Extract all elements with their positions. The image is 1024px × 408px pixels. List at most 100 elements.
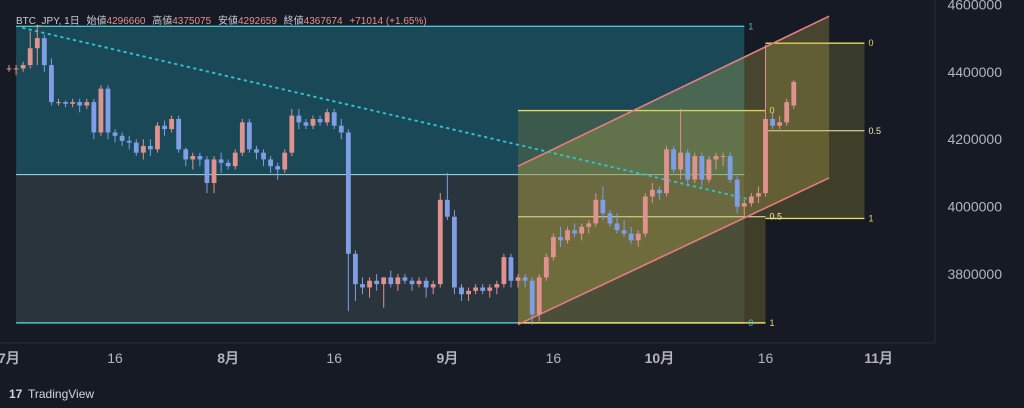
- candle-body: [494, 284, 500, 288]
- channel-upper-line[interactable]: [517, 15, 830, 167]
- candle-body: [27, 48, 33, 66]
- candle-body: [34, 38, 40, 49]
- candle-body: [211, 159, 217, 184]
- legend-close: 4367674: [304, 16, 343, 27]
- candle-body: [91, 102, 97, 133]
- price-axis[interactable]: 4600000 4400000 4200000 4000000 3800000: [947, 0, 1002, 282]
- candle-body: [473, 287, 479, 291]
- candle-body: [466, 290, 471, 295]
- candle-body: [275, 166, 281, 170]
- candle-body: [727, 156, 733, 180]
- candle-body: [84, 102, 90, 106]
- candle-body: [720, 156, 726, 158]
- time-tick-label: 16: [326, 350, 342, 366]
- candle-body: [56, 102, 61, 104]
- candle-body: [261, 152, 266, 160]
- legend-low: 4292659: [238, 16, 277, 27]
- price-tick-label: 4200000: [947, 131, 1002, 147]
- candle-body: [586, 223, 592, 227]
- fib-level-labels: 1 0 0 0.5 1 0 0.5 1: [748, 21, 881, 328]
- candle-body: [713, 156, 719, 160]
- candle-body: [777, 122, 783, 126]
- candle-body: [437, 199, 443, 285]
- candle-body: [678, 152, 684, 170]
- candle-body: [607, 213, 613, 224]
- candle-body: [190, 156, 196, 160]
- candle-body: [374, 280, 380, 285]
- dotted-trend-line[interactable]: [22, 26, 753, 201]
- candle-body: [664, 149, 669, 194]
- time-tick-label: 7月: [0, 350, 20, 366]
- candle-body: [763, 118, 768, 194]
- candle-body: [501, 257, 507, 285]
- fib-level-label: 0: [769, 106, 774, 116]
- candle-body: [98, 88, 104, 133]
- price-tick-label: 4000000: [947, 199, 1002, 215]
- candle-body: [550, 236, 556, 258]
- fib-zone-upper: [518, 110, 766, 217]
- time-axis[interactable]: 7月 16 8月 16 9月 16 10月 16 11月: [0, 350, 893, 366]
- candle-body: [126, 140, 132, 143]
- candle-body: [155, 125, 160, 150]
- candle-body: [642, 196, 648, 234]
- channel-lower-line[interactable]: [517, 177, 830, 326]
- candle-body: [381, 277, 387, 285]
- candle-body: [169, 118, 175, 130]
- candle-body: [119, 135, 125, 141]
- candle-body: [558, 236, 563, 241]
- candle-body: [282, 152, 288, 170]
- legend-line: BTC_JPY, 1日 始値4296660 高値4375075 安値429265…: [16, 14, 427, 27]
- legend-close-label: 終値: [284, 14, 304, 27]
- candle-body: [770, 118, 775, 126]
- candle-body: [791, 81, 797, 106]
- price-tick-label: 3800000: [947, 266, 1002, 282]
- candle-body: [105, 88, 111, 133]
- candle-body: [402, 277, 408, 281]
- candle-body: [756, 193, 761, 197]
- candle-body: [6, 68, 12, 70]
- fib-level-label: 1: [868, 213, 873, 223]
- legend-high: 4375075: [172, 16, 211, 27]
- candle-body: [600, 199, 606, 214]
- candle-body: [133, 142, 139, 153]
- candle-body: [20, 65, 26, 69]
- time-tick-label: 16: [758, 350, 774, 366]
- fib-level-label: 1: [748, 21, 753, 31]
- trend-line[interactable]: [22, 26, 753, 201]
- candle-body: [621, 230, 627, 234]
- candle-body: [529, 280, 535, 315]
- tradingview-logo[interactable]: 17 TradingView: [9, 387, 94, 401]
- price-tick-label: 4400000: [947, 64, 1002, 80]
- candle-body: [734, 179, 740, 207]
- candle-body: [579, 226, 585, 234]
- candle-body: [657, 189, 662, 194]
- candle-body: [204, 159, 210, 184]
- candle-body: [536, 277, 542, 315]
- candle-body: [748, 196, 754, 204]
- candle-body: [77, 102, 83, 106]
- time-tick-label: 9月: [436, 350, 458, 366]
- candle-body: [459, 287, 464, 295]
- candle-body: [232, 152, 238, 167]
- candle-body: [324, 112, 330, 123]
- fib-level-label: 0: [868, 38, 873, 48]
- candle-body: [692, 156, 698, 180]
- candle-body: [367, 280, 372, 288]
- price-tick-label: 4600000: [947, 0, 1002, 12]
- candle-body: [784, 102, 790, 123]
- fib-level-label: 0: [748, 318, 753, 328]
- candle-body: [345, 132, 351, 254]
- candle-body: [706, 159, 712, 180]
- candle-body: [218, 159, 224, 163]
- candle-body: [508, 257, 514, 281]
- candle-body: [148, 145, 153, 150]
- candle-body: [628, 233, 634, 241]
- candle-body: [671, 149, 676, 170]
- candle-body: [572, 230, 577, 234]
- fib-zone-lower: [765, 130, 865, 219]
- time-tick-label: 16: [107, 350, 123, 366]
- legend-open: 4296660: [107, 16, 146, 27]
- candle-body: [409, 280, 415, 285]
- legend-open-label: 始値: [87, 14, 107, 27]
